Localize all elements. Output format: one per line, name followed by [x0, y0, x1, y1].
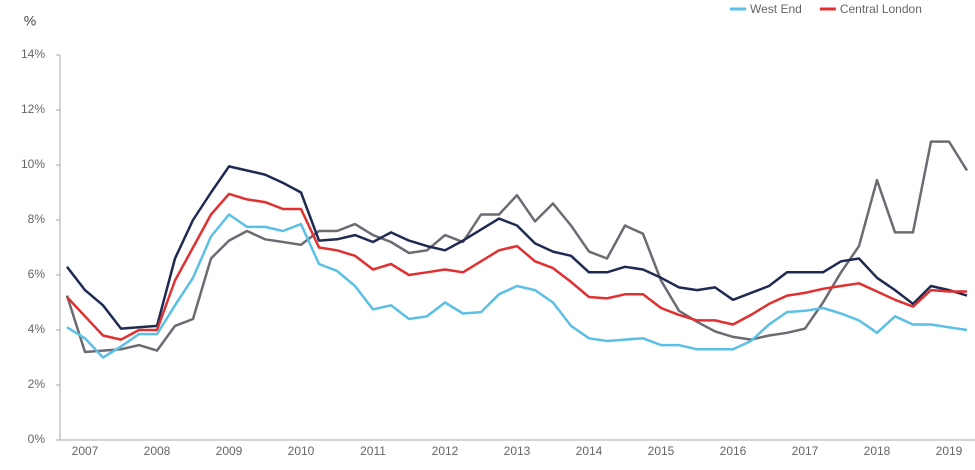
- legend-label: Central London: [840, 2, 922, 16]
- x-tick-label: 2007: [72, 444, 99, 458]
- y-tick-label: 6%: [28, 267, 46, 281]
- y-tick-label: 12%: [21, 102, 45, 116]
- y-tick-label: 10%: [21, 157, 45, 171]
- legend-label: West End: [750, 2, 802, 16]
- x-tick-label: 2016: [720, 444, 747, 458]
- series-line: [65, 140, 969, 354]
- y-tick-label: 0%: [28, 432, 46, 446]
- y-axis-label: %: [24, 13, 36, 29]
- x-tick-label: 2019: [936, 444, 963, 458]
- series-line: [66, 165, 968, 330]
- y-tick-label: 8%: [28, 212, 46, 226]
- x-tick-label: 2009: [216, 444, 243, 458]
- x-tick-label: 2008: [144, 444, 171, 458]
- x-tick-label: 2015: [648, 444, 675, 458]
- x-tick-label: 2017: [792, 444, 819, 458]
- x-tick-label: 2013: [504, 444, 531, 458]
- y-tick-label: 14%: [21, 47, 45, 61]
- x-tick-label: 2010: [288, 444, 315, 458]
- x-tick-label: 2014: [576, 444, 603, 458]
- series-line: [66, 192, 967, 341]
- x-tick-label: 2012: [432, 444, 459, 458]
- series-line: [66, 213, 968, 359]
- x-tick-label: 2018: [864, 444, 891, 458]
- y-tick-label: 4%: [28, 322, 46, 336]
- x-tick-label: 2011: [360, 444, 386, 458]
- y-tick-label: 2%: [28, 377, 46, 391]
